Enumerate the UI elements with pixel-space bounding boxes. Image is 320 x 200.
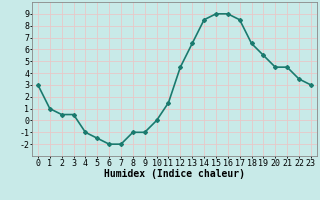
X-axis label: Humidex (Indice chaleur): Humidex (Indice chaleur) bbox=[104, 169, 245, 179]
